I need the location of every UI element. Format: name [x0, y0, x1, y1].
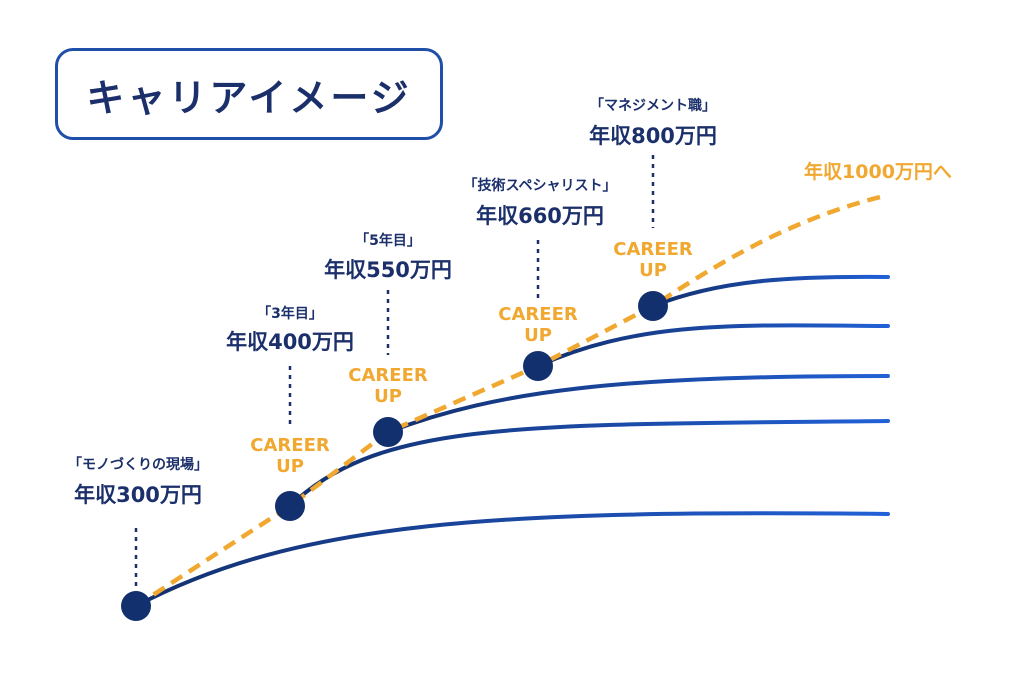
- growth-curve-1: [134, 511, 890, 608]
- career-up-badge-2: CAREER UP: [348, 365, 428, 407]
- career-up-text: UP: [639, 260, 667, 281]
- goal-label: 年収1000万円へ: [804, 160, 952, 183]
- title-box: キャリアイメージ: [55, 48, 443, 140]
- stage-name-1: 「モノづくりの現場」: [68, 456, 208, 473]
- career-up-path: [134, 194, 881, 608]
- stage-name-3: 「5年目」: [355, 232, 421, 249]
- career-up-text: UP: [524, 325, 552, 346]
- growth-curve-3: [386, 374, 890, 434]
- career-up-badge-4: CAREER UP: [613, 239, 693, 281]
- career-up-text: CAREER: [613, 239, 693, 260]
- stage-name-2: 「3年目」: [257, 305, 323, 322]
- stage-salary-2: 年収400万円: [226, 330, 354, 354]
- career-up-text: CAREER: [348, 365, 428, 386]
- career-up-text: UP: [276, 456, 304, 477]
- career-up-badge-3: CAREER UP: [498, 304, 578, 346]
- stage-salary-3: 年収550万円: [324, 258, 452, 282]
- growth-curve-4: [536, 323, 890, 368]
- career-up-text: CAREER: [250, 435, 330, 456]
- stage-salary-5: 年収800万円: [589, 124, 717, 148]
- stage-node-4: [523, 351, 553, 381]
- stage-name-5: 「マネジメント職」: [590, 97, 716, 114]
- career-up-text: UP: [374, 386, 402, 407]
- stage-salary-4: 年収660万円: [476, 204, 604, 228]
- stage-node-5: [638, 291, 668, 321]
- stage-node-2: [275, 491, 305, 521]
- stage-node-1: [121, 591, 151, 621]
- growth-curve-5: [651, 274, 890, 308]
- stage-node-3: [373, 417, 403, 447]
- career-up-text: CAREER: [498, 304, 578, 325]
- career-up-badge-1: CAREER UP: [250, 435, 330, 477]
- stage-salary-1: 年収300万円: [74, 483, 202, 507]
- stage-name-4: 「技術スペシャリスト」: [463, 177, 616, 194]
- page-title: キャリアイメージ: [86, 75, 412, 120]
